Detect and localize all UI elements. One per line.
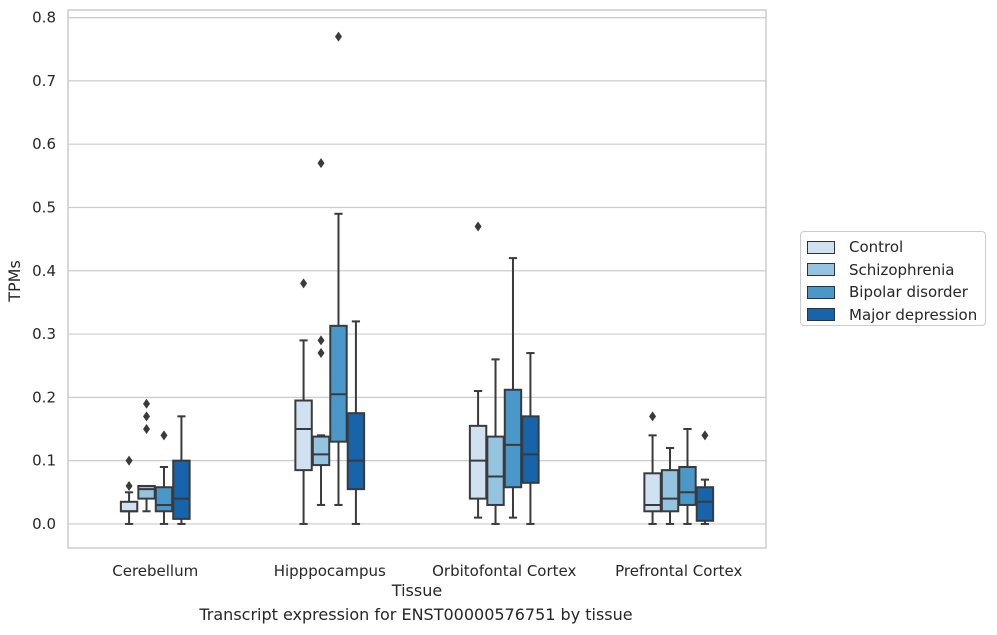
box-plots — [119, 31, 715, 525]
outlier-point — [143, 424, 151, 435]
outlier-point — [474, 221, 482, 232]
box-iqr — [154, 486, 174, 513]
legend-swatch — [807, 263, 835, 277]
x-tick-label: Orbitofontal Cortex — [432, 562, 576, 580]
legend-swatch — [807, 308, 835, 322]
chart-caption: Transcript expression for ENST0000057675… — [199, 605, 633, 624]
box-control — [119, 455, 139, 525]
outlier-point — [701, 430, 709, 441]
box-iqr — [294, 399, 313, 472]
outlier-point — [317, 335, 325, 346]
box-control — [294, 278, 313, 525]
y-tick-label: 0.4 — [32, 262, 56, 280]
legend-swatch — [807, 240, 835, 254]
box-iqr — [643, 472, 662, 513]
plot-frame — [67, 9, 767, 549]
box-schizophrenia — [660, 446, 680, 525]
outlier-point — [160, 430, 168, 441]
box-control — [468, 221, 488, 519]
outlier-point — [317, 158, 325, 169]
legend: Control Schizophrenia Bipolar disorder Majo… — [800, 231, 986, 326]
y-tick-label: 0.8 — [32, 9, 56, 27]
legend-item: Major depression — [807, 304, 979, 327]
legend-label: Major depression — [849, 305, 978, 324]
legend-label: Bipolar disorder — [849, 283, 968, 302]
outlier-point — [649, 411, 657, 422]
grid-lines — [68, 16, 766, 525]
box-iqr — [503, 388, 523, 489]
box-iqr — [468, 424, 488, 500]
legend-item: Schizophrenia — [807, 259, 979, 282]
y-axis-label: TPMs — [5, 260, 24, 303]
box-bipolar-disorder — [154, 430, 174, 525]
y-tick-label: 0.3 — [32, 325, 56, 343]
box-major-depression — [521, 352, 540, 525]
box-iqr — [521, 415, 540, 484]
box-major-depression — [695, 430, 715, 525]
box-iqr — [137, 484, 156, 500]
box-schizophrenia — [486, 358, 505, 525]
y-tick-label: 0.2 — [32, 388, 56, 406]
legend-item: Control — [807, 236, 979, 259]
y-tick-label: 0.6 — [32, 135, 56, 153]
box-iqr — [678, 465, 697, 506]
x-axis-label: Tissue — [391, 581, 442, 600]
y-tick-label: 0.1 — [32, 452, 56, 470]
box-major-depression — [346, 320, 366, 525]
y-tick-label: 0.5 — [32, 198, 56, 216]
y-tick-label: 0.7 — [32, 72, 56, 90]
box-bipolar-disorder — [678, 428, 697, 525]
box-iqr — [172, 459, 191, 520]
legend-label: Schizophrenia — [849, 260, 955, 279]
box-iqr — [695, 486, 715, 522]
box-major-depression — [172, 415, 191, 525]
x-tick-label: Cerebellum — [112, 562, 198, 580]
box-schizophrenia — [311, 158, 331, 506]
box-iqr — [346, 412, 366, 491]
box-iqr — [486, 435, 505, 506]
box-iqr — [329, 324, 348, 443]
box-schizophrenia — [137, 398, 156, 513]
outlier-point — [125, 480, 133, 491]
outlier-point — [125, 455, 133, 466]
box-control — [643, 411, 662, 525]
outlier-point — [300, 278, 308, 289]
box-iqr — [119, 500, 139, 513]
y-tick-labels: 0.0 0.1 0.2 0.3 0.4 0.5 0.6 0.7 0.8 — [32, 9, 56, 533]
box-bipolar-disorder — [503, 257, 523, 519]
outlier-point — [317, 348, 325, 359]
legend-swatch — [807, 285, 835, 299]
legend-item: Bipolar disorder — [807, 281, 979, 304]
outlier-point — [143, 411, 151, 422]
x-tick-label: Prefrontal Cortex — [615, 562, 742, 580]
box-iqr — [311, 435, 331, 467]
box-bipolar-disorder — [329, 31, 348, 506]
x-tick-label: Hipppocampus — [274, 562, 386, 580]
legend-label: Control — [849, 238, 904, 257]
box-iqr — [660, 469, 680, 513]
outlier-point — [143, 398, 151, 409]
y-tick-label: 0.0 — [32, 515, 56, 533]
outlier-point — [334, 31, 342, 42]
x-tick-labels: Cerebellum Hipppocampus Orbitofontal Corte… — [112, 562, 742, 580]
